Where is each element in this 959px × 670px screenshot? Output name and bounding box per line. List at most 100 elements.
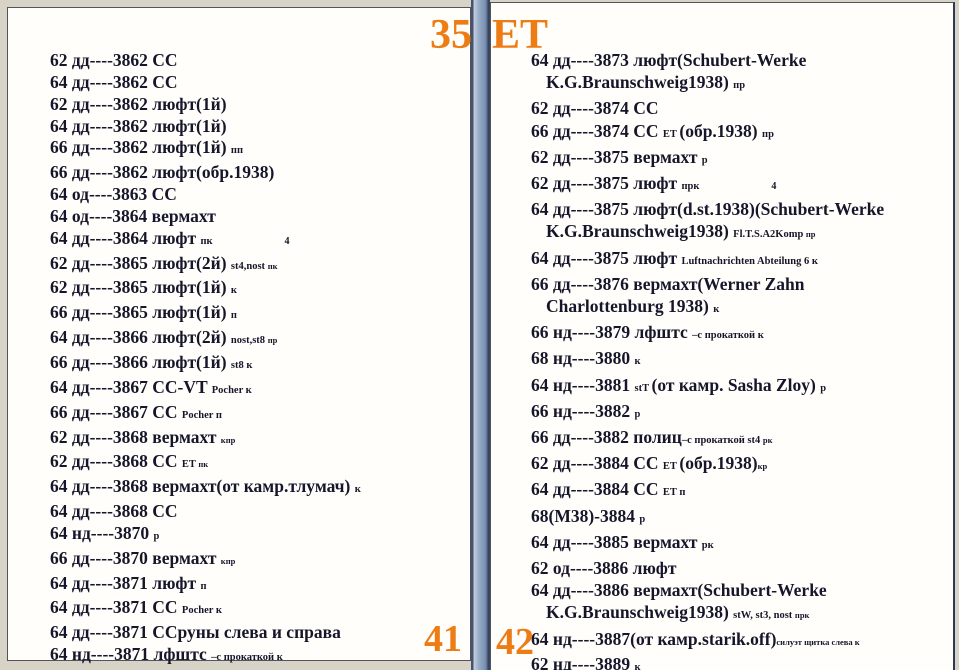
line-text: 66 дд----3882 полиц xyxy=(531,427,682,448)
list-line: 62 дд----3875 люфт прк 4 xyxy=(531,172,884,198)
line-subscript: пр xyxy=(267,335,278,346)
page-number-right: 42 xyxy=(496,621,534,663)
line-text: 62 дд----3884 СС xyxy=(531,453,663,474)
line-subscript: st8 к xyxy=(230,359,253,371)
line-subscript: –с прокаткой к xyxy=(211,652,283,664)
list-line: 62 дд----3862 люфт(1й) xyxy=(50,94,361,116)
line-text: 64 дд----3884 СС xyxy=(531,479,663,500)
list-line: 62 дд----3874 СС xyxy=(531,97,884,119)
list-line: 64 дд----3871 СС Pocher к xyxy=(50,597,361,622)
line-subscript: Luftnachrichten Abteilung 6 к xyxy=(681,255,818,267)
line-subscript: –с прокаткой st4 xyxy=(681,435,763,447)
line-subscript: пп xyxy=(230,145,244,157)
line-text: 66 нд----3879 лфштс xyxy=(531,322,693,343)
line-text: 64 нд----3881 xyxy=(531,374,635,395)
list-line: 66 нд----3879 лфштс –с прокаткой к xyxy=(531,321,884,347)
line-text: 64 дд----3862 люфт(1й) xyxy=(50,115,227,136)
list-line: 66 дд----3866 люфт(1й) st8 к xyxy=(50,352,361,377)
line-text: 66 дд----3870 вермахт xyxy=(50,547,221,568)
list-line: 64 дд----3871 люфт п xyxy=(50,573,361,598)
line-text: 66 дд----3874 СС xyxy=(531,120,663,141)
line-subscript: Pocher к xyxy=(211,384,252,396)
line-text: 68 нд----3880 xyxy=(531,348,635,369)
line-text: 66 дд----3862 люфт(обр.1938) xyxy=(50,162,275,183)
list-line: 62 нд----3889 к xyxy=(531,653,884,670)
line-subscript: –с прокаткой к xyxy=(692,330,764,342)
list-line: 66 дд----3862 люфт(1й) пп xyxy=(50,137,361,162)
line-text: 66 дд----3866 люфт(1й) xyxy=(50,351,231,372)
line-subscript: р xyxy=(634,408,641,420)
line-subscript: Fl.T.S.A2Komp xyxy=(733,229,806,241)
line-text: K.G.Braunschweig1938) xyxy=(546,72,734,93)
line-text: 66 дд----3862 люфт(1й) xyxy=(50,137,231,158)
line-text: 64 нд----3871 лфштс xyxy=(50,644,212,665)
list-line: 62 дд----3865 люфт(1й) к xyxy=(50,277,361,302)
list-line: 62 дд----3868 вермахт кпр xyxy=(50,427,361,452)
line-text: 62 дд----3875 люфт xyxy=(531,173,682,194)
line-text: (обр.1938) xyxy=(679,453,758,474)
list-line: Charlottenburg 1938) к xyxy=(531,295,884,321)
line-text: K.G.Braunschweig1938) xyxy=(546,221,734,242)
line-text: 64 дд----3871 люфт xyxy=(50,572,201,593)
line-subscript: пр xyxy=(805,229,816,240)
line-text: 62 дд----3862 СС xyxy=(50,50,178,70)
page-left-lines: 62 дд----3862 СС 64 дд----3862 СС 62 дд---… xyxy=(50,50,361,669)
line-subscript: stT xyxy=(634,382,652,394)
line-text: 64 дд----3873 люфт(Schubert-Werke xyxy=(531,50,807,70)
list-line: 62 дд----3884 СС ET (обр.1938)кр xyxy=(531,452,884,478)
line-subscript: прк xyxy=(681,181,700,193)
line-subscript: рк xyxy=(762,435,773,446)
line-text: 66 нд----3882 xyxy=(531,400,635,421)
list-line: 66 дд----3865 люфт(1й) п xyxy=(50,302,361,327)
page-divider xyxy=(471,0,490,670)
list-line: 64 од----3863 СС xyxy=(50,184,361,206)
list-line: 64 дд----3868 СС xyxy=(50,501,361,523)
line-subscript: к xyxy=(230,285,237,297)
line-subscript: пк xyxy=(200,235,213,247)
list-line: 66 дд----3862 люфт(обр.1938) xyxy=(50,162,361,184)
line-subscript: рк xyxy=(701,539,714,551)
catalog-code-part-1: 35 xyxy=(430,12,472,58)
line-subscript: силуэт щитка слева к xyxy=(776,636,860,647)
line-text: 64 дд----3871 ССруны слева и справа xyxy=(50,622,341,643)
list-line: 64 дд----3868 вермахт(от камр.тлумач) к xyxy=(50,476,361,501)
line-subscript: Pocher п xyxy=(181,409,222,421)
line-subscript: 4 xyxy=(771,181,777,193)
line-text: 64 дд----3868 СС xyxy=(50,501,178,522)
list-line: 64 нд----3870 р xyxy=(50,523,361,548)
line-text: 64 дд----3864 люфт xyxy=(50,227,201,248)
list-line: 62 од----3886 люфт xyxy=(531,557,884,579)
list-line: 68 нд----3880 к xyxy=(531,347,884,373)
line-text: 64 од----3864 вермахт xyxy=(50,205,216,226)
list-line: 64 дд----3862 СС xyxy=(50,72,361,94)
list-line: 64 дд----3862 люфт(1й) xyxy=(50,116,361,138)
line-text: 64 дд----3885 вермахт xyxy=(531,531,702,552)
line-text: 64 дд----3868 вермахт(от камр.тлумач) xyxy=(50,476,355,497)
catalog-code-part-2: ET xyxy=(492,12,549,58)
list-line: 64 дд----3875 люфт(d.st.1938)(Schubert-W… xyxy=(531,198,884,220)
line-text: 62 дд----3868 СС xyxy=(50,451,182,472)
line-text: 62 од----3886 люфт xyxy=(531,558,677,579)
page-number-left: 41 xyxy=(424,618,462,660)
line-subscript: р xyxy=(820,382,827,394)
line-subscript: к xyxy=(634,356,641,368)
line-subscript: кпр xyxy=(220,555,236,566)
list-line: 66 дд----3876 вермахт(Werner Zahn xyxy=(531,273,884,295)
page-left: 35 62 дд----3862 СС 64 дд----3862 СС 62 дд… xyxy=(7,7,472,664)
list-line: 66 дд----3874 СС ET (обр.1938) пр xyxy=(531,120,884,146)
list-line: 64 дд----3886 вермахт(Schubert-Werke xyxy=(531,579,884,601)
line-subscript: р xyxy=(153,530,160,542)
line-text: K.G.Braunschweig1938) xyxy=(546,602,734,623)
line-text: 62 дд----3868 вермахт xyxy=(50,426,221,447)
line-subscript: пр xyxy=(762,128,774,140)
line-subscript: р xyxy=(639,513,646,525)
list-line: 64 нд----3887(от камр.starik.off)силуэт … xyxy=(531,628,884,653)
list-line: 66 нд----3882 р xyxy=(531,400,884,426)
list-line: 66 дд----3870 вермахт кпр xyxy=(50,548,361,573)
list-line: 66 дд----3882 полиц–с прокаткой st4 рк xyxy=(531,426,884,452)
line-text: 66 дд----3865 люфт(1й) xyxy=(50,302,231,323)
line-text: 66 дд----3876 вермахт(Werner Zahn xyxy=(531,273,805,294)
line-text: 64 дд----3886 вермахт(Schubert-Werke xyxy=(531,580,827,601)
line-text: 64 нд----3870 xyxy=(50,522,154,543)
